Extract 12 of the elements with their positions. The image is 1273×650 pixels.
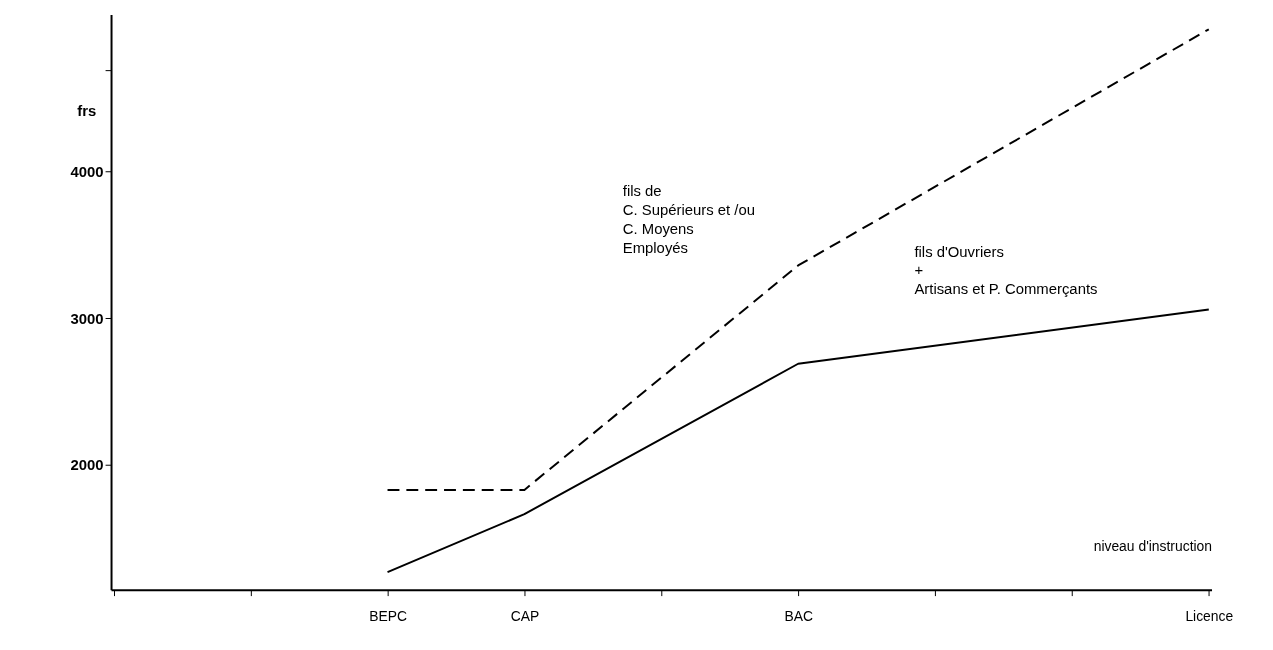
y-tick-label: 4000 — [70, 164, 104, 181]
text: fils de C. Supérieurs et /ou C. Moyens Employés — [622, 183, 755, 256]
x-tick-label: BAC — [784, 607, 813, 624]
y-tick-label: 2000 — [70, 457, 104, 474]
x-tick-label: BEPC — [369, 607, 407, 624]
series-label: fils d'Ouvriers + Artisans et P. Commerçants — [914, 243, 1098, 298]
x-tick-label: Licence — [1185, 607, 1234, 624]
y-axis-title: frs — [77, 103, 97, 120]
x-axis-title: niveau d'instruction — [1093, 538, 1213, 555]
line-series — [386, 308, 1210, 574]
y-tick-label: 3000 — [70, 310, 104, 327]
x-tick-label: CAP — [510, 607, 540, 624]
